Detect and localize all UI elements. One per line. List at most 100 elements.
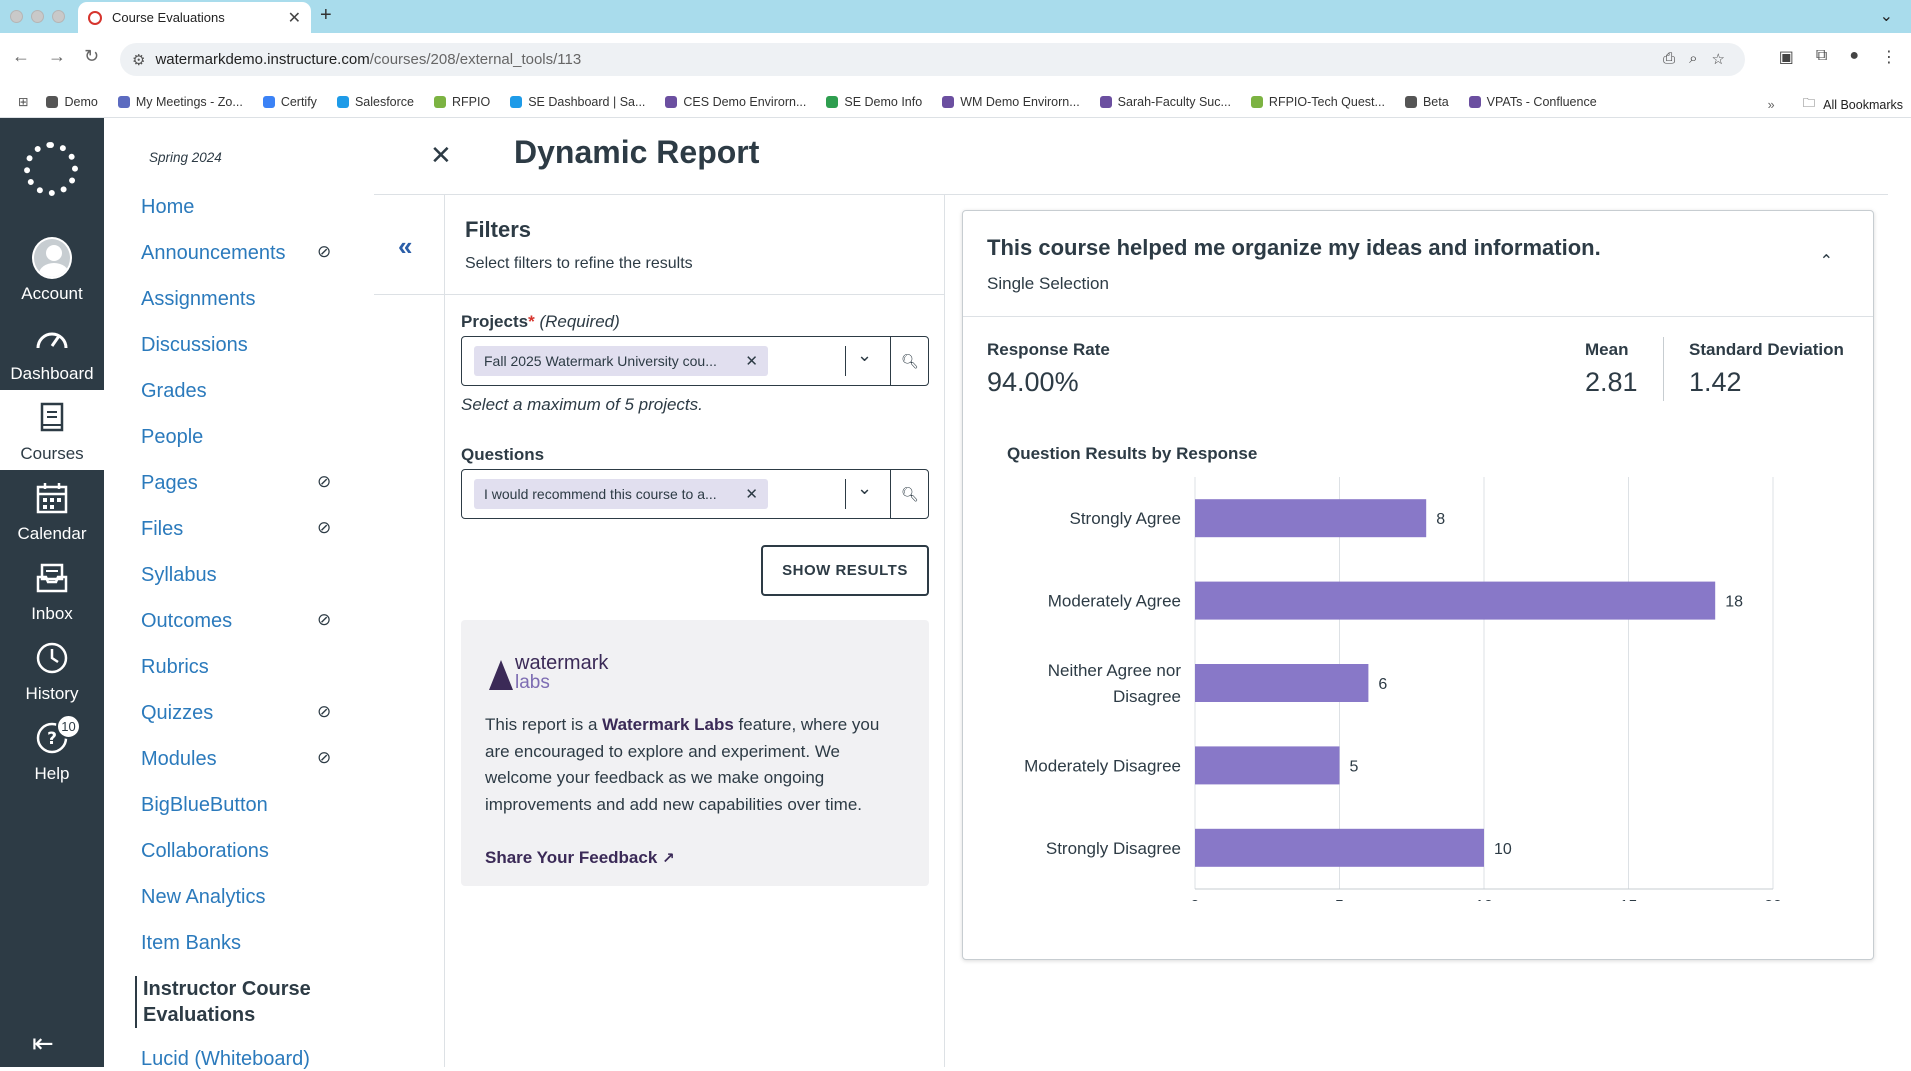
- extension-icon[interactable]: ▣: [1778, 49, 1794, 66]
- course-nav-assignments[interactable]: Assignments: [141, 288, 361, 311]
- course-nav-announcements[interactable]: Announcements ⊘: [141, 242, 361, 265]
- questions-label: Questions: [461, 445, 545, 464]
- reload-icon[interactable]: ↻: [84, 46, 100, 66]
- bookmark-item[interactable]: Sarah-Faculty Suc...: [1099, 94, 1231, 109]
- question-type: Single Selection: [987, 274, 1109, 293]
- global-nav-help[interactable]: ? 10 Help: [0, 710, 104, 790]
- course-nav-label: Collaborations: [141, 840, 269, 862]
- site-info-icon[interactable]: ⚙: [132, 51, 146, 69]
- global-nav-inbox[interactable]: Inbox: [0, 550, 104, 630]
- course-nav-new-analytics[interactable]: New Analytics: [141, 886, 361, 909]
- course-term: Spring 2024: [149, 150, 222, 165]
- bookmark-item[interactable]: Demo: [46, 95, 98, 109]
- global-nav-history[interactable]: History: [0, 630, 104, 710]
- chevron-down-icon[interactable]: ⌄: [857, 345, 873, 365]
- collapse-filters-icon[interactable]: «: [398, 231, 413, 261]
- course-nav-instructor-course-evaluations[interactable]: Instructor Course Evaluations: [135, 976, 355, 1028]
- response-rate-value: 94.00%: [987, 367, 1079, 397]
- course-nav-bigbluebutton[interactable]: BigBlueButton: [141, 794, 361, 817]
- remove-chip-icon[interactable]: ✕: [745, 353, 758, 370]
- course-nav-outcomes[interactable]: Outcomes ⊘: [141, 610, 361, 633]
- course-nav-pages[interactable]: Pages ⊘: [141, 472, 361, 495]
- more-bookmarks-icon[interactable]: »: [1767, 97, 1775, 112]
- course-nav-home[interactable]: Home: [141, 196, 361, 219]
- course-nav-modules[interactable]: Modules ⊘: [141, 748, 361, 771]
- chart-title: Question Results by Response: [1007, 444, 1258, 463]
- course-nav-quizzes[interactable]: Quizzes ⊘: [141, 702, 361, 725]
- bookmark-star-icon[interactable]: ☆: [1711, 51, 1725, 68]
- bar: [1195, 499, 1427, 538]
- zoom-icon[interactable]: ⌕: [1689, 50, 1698, 67]
- window-minimize-icon[interactable]: [31, 10, 44, 23]
- show-results-button[interactable]: SHOW RESULTS: [761, 545, 929, 596]
- search-icon[interactable]: 🔍︎: [890, 470, 929, 518]
- new-tab-icon[interactable]: +: [320, 4, 332, 26]
- profile-icon[interactable]: ●: [1849, 47, 1859, 64]
- course-nav-discussions[interactable]: Discussions: [141, 334, 361, 357]
- course-nav-label: Quizzes: [141, 702, 214, 724]
- course-nav-files[interactable]: Files ⊘: [141, 518, 361, 541]
- bar: [1195, 746, 1340, 785]
- bookmark-item[interactable]: RFPIO: [434, 95, 490, 109]
- mean-value: 2.81: [1585, 367, 1638, 397]
- address-bar[interactable]: ⚙ watermarkdemo.instructure.com/courses/…: [120, 43, 1745, 76]
- browser-tab[interactable]: Course Evaluations ✕: [78, 2, 311, 33]
- bookmark-item[interactable]: SE Demo Info: [826, 95, 922, 109]
- divider: [445, 294, 945, 295]
- bookmark-item[interactable]: Salesforce: [336, 95, 414, 109]
- bookmark-favicon-icon: [1099, 95, 1112, 108]
- external-link-icon: ↗: [662, 850, 675, 867]
- filters-subtitle: Select filters to refine the results: [465, 255, 693, 272]
- course-nav-collaborations[interactable]: Collaborations: [141, 840, 361, 863]
- course-nav-grades[interactable]: Grades: [141, 380, 361, 403]
- apps-grid-icon[interactable]: ⊞: [18, 95, 29, 109]
- browser-menu-icon[interactable]: ⋮: [1881, 49, 1897, 66]
- global-nav-courses[interactable]: Courses: [0, 390, 104, 470]
- global-nav-label: Account: [21, 284, 83, 303]
- chevron-down-icon[interactable]: ⌄: [857, 478, 873, 498]
- bookmark-favicon-icon: [46, 95, 59, 108]
- course-nav-people[interactable]: People: [141, 426, 361, 449]
- global-nav-dashboard[interactable]: Dashboard: [0, 310, 104, 390]
- tab-search-chevron-icon[interactable]: ⌄: [1879, 8, 1893, 25]
- chevron-up-icon[interactable]: ⌃: [1819, 253, 1833, 270]
- course-nav-rubrics[interactable]: Rubrics: [141, 656, 361, 679]
- bookmark-label: Beta: [1422, 94, 1449, 109]
- share-feedback-link[interactable]: Share Your Feedback ↗: [485, 848, 675, 868]
- bookmark-item[interactable]: CES Demo Envirorn...: [665, 95, 806, 109]
- projects-select[interactable]: Fall 2025 Watermark University cou... ✕ …: [461, 336, 929, 386]
- question-chip: I would recommend this course to a... ✕: [474, 479, 768, 509]
- questions-select[interactable]: I would recommend this course to a... ✕ …: [461, 469, 929, 519]
- bookmark-item[interactable]: RFPIO-Tech Quest...: [1250, 95, 1385, 109]
- window-close-icon[interactable]: [10, 10, 23, 23]
- extensions-puzzle-icon[interactable]: ⧉: [1815, 47, 1828, 64]
- course-nav-lucid-whiteboard[interactable]: Lucid (Whiteboard): [141, 1048, 310, 1070]
- canvas-logo-icon[interactable]: [24, 142, 78, 196]
- close-icon[interactable]: ✕: [430, 140, 452, 170]
- eye-slash-icon: ⊘: [317, 702, 332, 721]
- project-chip-label: Fall 2025 Watermark University cou...: [484, 353, 717, 369]
- global-nav-calendar[interactable]: Calendar: [0, 470, 104, 550]
- bookmark-label: Sarah-Faculty Suc...: [1117, 94, 1231, 109]
- remove-chip-icon[interactable]: ✕: [745, 486, 758, 503]
- folder-icon: 🗀: [1802, 96, 1816, 110]
- course-nav-item-banks[interactable]: Item Banks: [141, 932, 361, 955]
- bookmark-favicon-icon: [1404, 95, 1417, 108]
- bookmark-item[interactable]: Certify: [262, 95, 317, 109]
- bookmark-item[interactable]: Beta: [1404, 94, 1449, 109]
- back-icon[interactable]: ←: [12, 46, 30, 66]
- collapse-nav-icon[interactable]: ⇤: [32, 1028, 54, 1058]
- search-icon[interactable]: 🔍︎: [890, 337, 929, 385]
- bookmark-item[interactable]: My Meetings - Zo...: [117, 95, 243, 109]
- tab-close-icon[interactable]: ✕: [287, 9, 301, 27]
- forward-icon[interactable]: →: [48, 46, 66, 66]
- global-nav-account[interactable]: Account: [0, 230, 104, 310]
- install-app-icon[interactable]: ⎙: [1663, 50, 1676, 67]
- bookmark-item[interactable]: VPATs - Confluence: [1468, 95, 1597, 109]
- bookmark-label: CES Demo Envirorn...: [683, 94, 807, 109]
- window-zoom-icon[interactable]: [52, 10, 65, 23]
- all-bookmarks[interactable]: All Bookmarks: [1823, 97, 1903, 112]
- bookmark-item[interactable]: WM Demo Envirorn...: [942, 95, 1080, 109]
- course-nav-syllabus[interactable]: Syllabus: [141, 564, 361, 587]
- bookmark-item[interactable]: SE Dashboard | Sa...: [510, 95, 645, 109]
